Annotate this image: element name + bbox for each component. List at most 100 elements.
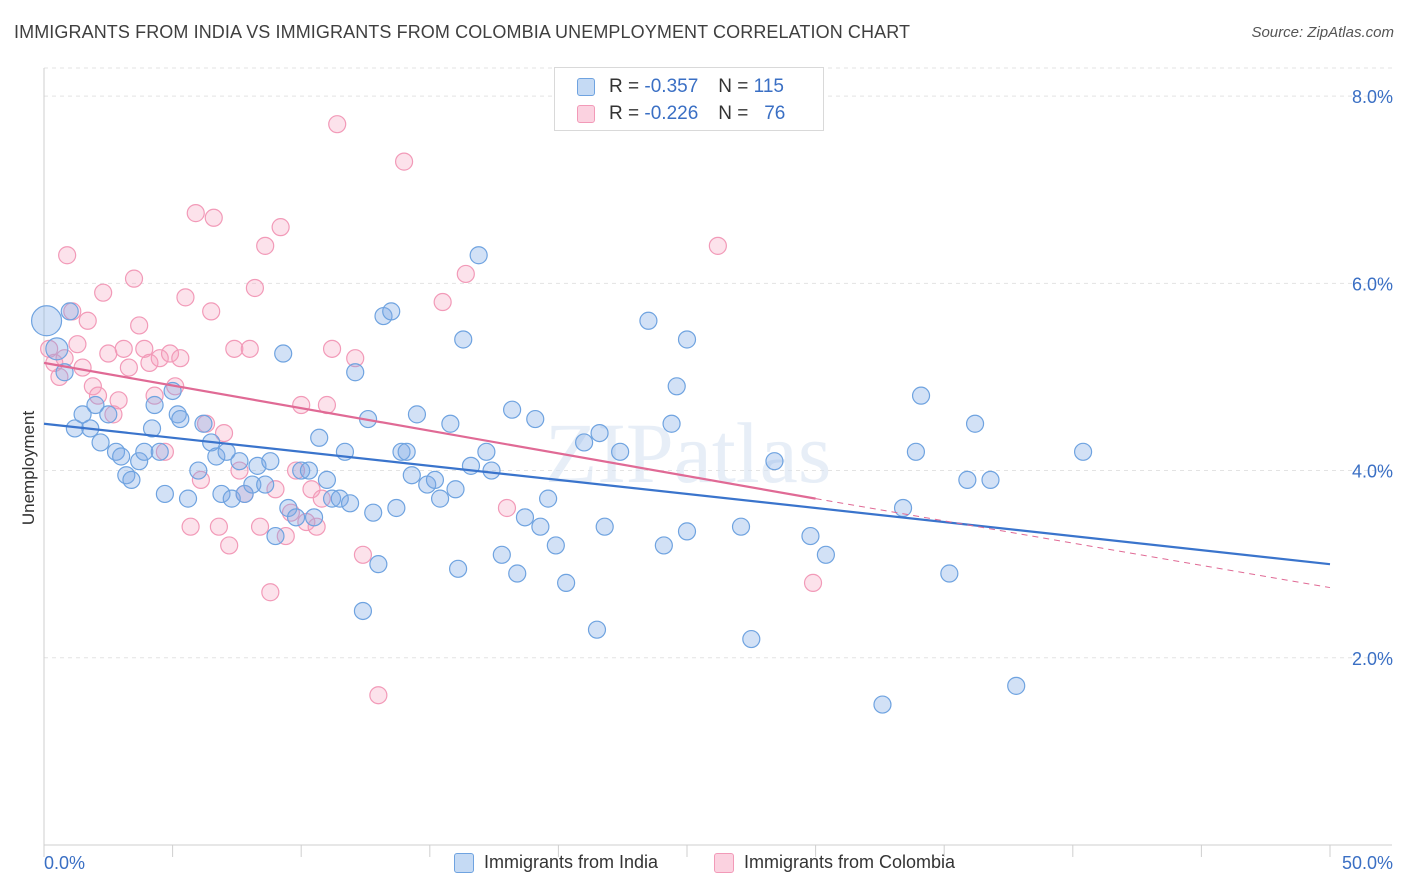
india-point xyxy=(816,545,835,564)
x-axis-ticks xyxy=(43,845,1331,857)
series-legend: Immigrants from India Immigrants from Co… xyxy=(0,852,1406,878)
india-point xyxy=(207,447,226,466)
india-point xyxy=(575,433,594,452)
india-point xyxy=(171,409,190,429)
india-point xyxy=(441,414,460,433)
india-point xyxy=(515,508,535,527)
colombia-swatch xyxy=(577,105,595,123)
colombia-point xyxy=(433,292,452,312)
india-point xyxy=(425,470,445,490)
india-point xyxy=(330,489,349,508)
india-point xyxy=(639,311,658,330)
colombia-point xyxy=(225,339,244,358)
india-point xyxy=(430,489,450,508)
india-point xyxy=(189,461,208,480)
colombia-point xyxy=(286,461,306,480)
india-point xyxy=(765,452,784,471)
india-point xyxy=(135,442,154,461)
india-point xyxy=(299,461,319,480)
india-point xyxy=(742,629,761,649)
india-point xyxy=(1073,442,1093,461)
india-point xyxy=(178,489,198,508)
india-point xyxy=(611,442,630,461)
india-point xyxy=(73,405,92,424)
india-point xyxy=(531,517,550,536)
india-point xyxy=(387,498,406,518)
india-point xyxy=(940,564,959,583)
colombia-point xyxy=(160,344,180,363)
india-point xyxy=(99,405,118,424)
colombia-point xyxy=(328,115,347,134)
india-point xyxy=(86,395,105,415)
colombia-point xyxy=(104,405,123,424)
india-point xyxy=(292,461,311,480)
colombia-point xyxy=(68,335,87,354)
india-point xyxy=(392,442,411,461)
y-tick-label: 8.0% xyxy=(1352,87,1393,107)
india-point xyxy=(346,363,365,382)
india-point xyxy=(981,470,1000,490)
legend-india-label: Immigrants from India xyxy=(484,852,659,872)
chart-title: IMMIGRANTS FROM INDIA VS IMMIGRANTS FROM… xyxy=(14,22,911,42)
india-point xyxy=(286,508,306,527)
india-point xyxy=(677,330,697,349)
india-point xyxy=(595,517,614,536)
india-point xyxy=(230,452,249,471)
india-point xyxy=(112,447,131,466)
india-point xyxy=(482,461,501,480)
india-point xyxy=(364,503,383,522)
colombia-point xyxy=(240,339,259,358)
india-point xyxy=(508,564,527,583)
colombia-point xyxy=(346,349,365,368)
india-point xyxy=(906,442,926,461)
gridlines xyxy=(44,67,1392,659)
india-r-label: R = xyxy=(609,76,640,97)
india-point xyxy=(446,480,465,499)
colombia-trend-extension xyxy=(815,498,1331,589)
colombia-point xyxy=(292,395,311,415)
india-point xyxy=(492,545,511,564)
india-point xyxy=(243,475,262,494)
india-point xyxy=(142,419,162,438)
colombia-point xyxy=(394,152,414,171)
colombia-point xyxy=(209,517,228,536)
india-point xyxy=(911,386,931,405)
x-axis-tick-labels: 0.0% 50.0% xyxy=(44,853,1393,873)
india-point xyxy=(60,302,79,321)
colombia-point xyxy=(186,204,205,223)
colombia-point xyxy=(266,480,285,499)
colombia-point xyxy=(353,545,373,564)
colombia-point xyxy=(261,583,280,602)
india-point xyxy=(526,409,545,429)
india-point xyxy=(454,330,473,349)
india-point xyxy=(261,452,280,471)
colombia-point xyxy=(94,283,113,302)
watermark: ZIPatlas xyxy=(545,405,832,501)
colombia-point xyxy=(78,311,97,330)
india-n-value: 115 xyxy=(753,76,784,97)
colombia-point xyxy=(250,517,270,536)
india-point xyxy=(801,526,820,546)
colombia-point xyxy=(171,349,190,368)
india-point xyxy=(654,536,673,555)
india-point xyxy=(304,508,324,527)
legend-colombia-label: Immigrants from Colombia xyxy=(744,852,956,872)
x-tick-label: 0.0% xyxy=(44,853,85,873)
colombia-point xyxy=(271,218,290,237)
colombia-point xyxy=(99,344,118,363)
india-point xyxy=(155,484,174,504)
colombia-point xyxy=(276,526,295,546)
india-point xyxy=(256,475,275,494)
colombia-r-label: R = xyxy=(609,103,640,124)
colombia-point xyxy=(708,236,727,255)
colombia-point xyxy=(204,208,223,227)
colombia-n-value: 76 xyxy=(764,103,786,124)
y-axis-tick-labels: 2.0% 4.0% 6.0% 8.0% xyxy=(1352,87,1393,669)
colombia-point xyxy=(114,339,133,358)
colombia-point xyxy=(245,278,265,298)
india-point xyxy=(130,452,149,471)
india-point xyxy=(212,484,231,504)
india-point xyxy=(590,423,609,443)
india-point xyxy=(122,470,141,490)
